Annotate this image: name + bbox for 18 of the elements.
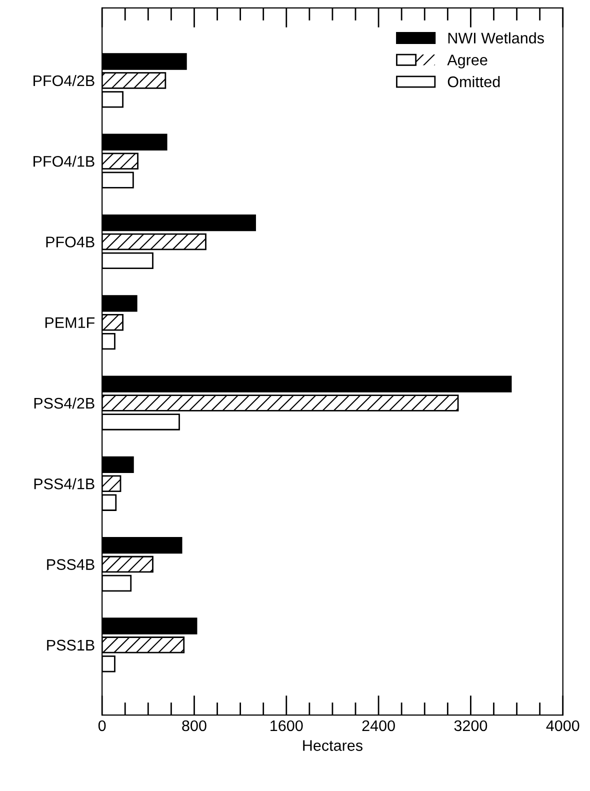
y-tick-label: PSS4B — [47, 559, 94, 570]
y-tick-label: PSS1B — [47, 640, 94, 651]
y-tick-label: PSS4/2B — [34, 397, 94, 409]
y-tick-label: PFO4/2B — [34, 74, 94, 86]
x-tick-label: 1600 — [270, 720, 303, 732]
y-tick-label: PEM1F — [45, 317, 95, 328]
x-tick-label: 800 — [182, 720, 206, 732]
legend-label: NWI Wetlands — [448, 32, 544, 44]
x-axis-title: Hectares — [303, 740, 362, 751]
x-tick-label: 4000 — [546, 720, 580, 732]
legend-label: Omitted — [448, 76, 500, 88]
y-tick-label: PSS4/1B — [34, 478, 94, 490]
y-tick-label: PFO4/1B — [34, 156, 94, 167]
x-tick-label: 0 — [98, 720, 106, 732]
x-tick-label: 2400 — [362, 720, 395, 732]
legend-label: Agree — [447, 54, 488, 68]
y-tick-label: PFO4B — [46, 236, 94, 248]
x-tick-label: 3200 — [454, 720, 488, 732]
